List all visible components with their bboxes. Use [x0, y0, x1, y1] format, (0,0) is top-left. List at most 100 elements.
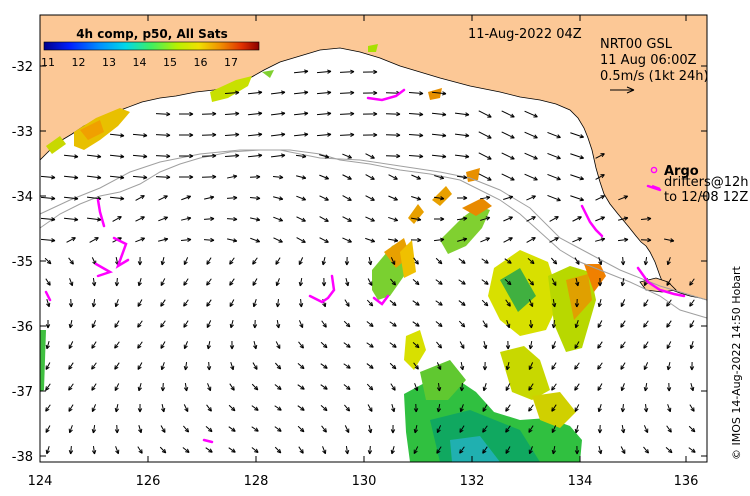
current-arrow: [68, 319, 74, 329]
current-arrow: [183, 425, 190, 433]
current-arrow: [547, 173, 561, 181]
current-arrow: [137, 256, 143, 266]
current-arrow: [597, 383, 603, 391]
current-arrow: [458, 300, 466, 306]
current-arrow: [528, 446, 533, 455]
current-arrow: [666, 320, 672, 328]
current-arrow: [249, 195, 261, 201]
current-arrow: [91, 424, 97, 434]
current-model-label: NRT00 GSL: [600, 37, 673, 52]
current-arrow: [183, 299, 189, 307]
current-arrow: [478, 110, 492, 118]
current-arrow: [270, 111, 286, 116]
current-arrow: [293, 69, 309, 74]
current-arrow: [91, 298, 97, 308]
current-arrow: [251, 383, 259, 391]
current-arrow: [205, 426, 213, 433]
current-arrow: [435, 300, 443, 306]
current-arrow: [274, 405, 282, 411]
current-arrow: [86, 154, 102, 159]
current-arrow: [274, 446, 282, 454]
current-arrow: [44, 257, 52, 265]
drifters-label-2: to 12/08 12Z: [664, 190, 748, 205]
current-arrow: [297, 405, 305, 411]
current-arrow: [181, 195, 192, 201]
current-arrow: [570, 174, 584, 181]
current-arrow: [68, 445, 74, 455]
current-arrow: [273, 216, 284, 222]
current-arrow: [572, 237, 582, 243]
current-arrow: [643, 446, 650, 454]
current-arrow: [597, 341, 603, 349]
current-arrow: [295, 154, 307, 159]
current-arrow: [45, 383, 51, 391]
current-arrow: [597, 320, 603, 328]
current-arrow: [689, 278, 695, 286]
current-arrow: [45, 319, 51, 329]
current-arrow: [505, 446, 511, 454]
current-arrow: [688, 447, 696, 453]
current-arrow: [570, 132, 584, 139]
current-arrow: [203, 216, 215, 222]
current-arrow: [643, 382, 649, 392]
colorbar-tick-label: 11: [41, 56, 55, 69]
current-arrow: [249, 174, 261, 180]
current-arrow: [436, 403, 442, 413]
current-arrow: [296, 195, 307, 201]
current-arrow: [68, 425, 73, 434]
y-tick-label: -37: [12, 385, 33, 400]
current-arrow: [321, 320, 327, 328]
current-arrow: [160, 320, 166, 328]
current-arrow: [114, 403, 119, 413]
current-arrow: [574, 404, 580, 412]
current-arrow: [666, 257, 671, 266]
current-arrow: [551, 341, 556, 350]
current-arrow: [298, 298, 304, 308]
current-arrow: [297, 425, 305, 433]
current-arrow: [270, 132, 286, 137]
current-arrow: [389, 321, 397, 327]
current-arrow: [367, 404, 373, 412]
current-arrow: [230, 362, 235, 371]
current-arrow: [411, 174, 421, 180]
current-arrow: [478, 173, 492, 181]
current-arrow: [155, 153, 171, 159]
current-arrow: [270, 90, 286, 95]
current-arrow: [431, 154, 447, 159]
current-arrow: [643, 299, 649, 307]
current-arrow: [274, 384, 282, 390]
current-arrow: [252, 362, 258, 370]
current-arrow: [408, 154, 424, 159]
current-arrow: [503, 237, 513, 243]
current-arrow: [597, 424, 603, 434]
current-arrow: [390, 424, 396, 434]
current-arrow: [481, 279, 489, 285]
current-arrow: [316, 90, 332, 95]
current-arrow: [275, 257, 281, 265]
current-arrow: [434, 175, 445, 180]
current-arrow: [388, 174, 398, 180]
y-tick-label: -38: [12, 450, 33, 465]
current-arrow: [413, 446, 419, 454]
current-arrow: [342, 174, 352, 180]
colorbar-tick-label: 13: [102, 56, 116, 69]
current-arrow: [339, 132, 355, 137]
current-arrow: [137, 299, 143, 307]
current-arrow: [412, 321, 420, 327]
current-arrow: [666, 341, 672, 349]
current-arrow: [597, 362, 603, 370]
current-arrow: [204, 195, 215, 200]
current-arrow: [620, 299, 626, 308]
isobath-line: [39, 149, 708, 319]
current-arrow: [229, 383, 235, 391]
current-arrow: [224, 153, 240, 158]
current-arrow: [228, 426, 236, 432]
current-arrow: [575, 277, 580, 287]
current-arrow: [275, 341, 281, 349]
current-arrow: [298, 341, 304, 349]
current-arrow: [206, 340, 212, 350]
current-arrow: [390, 383, 396, 391]
current-arrow: [390, 278, 397, 286]
current-arrow: [160, 299, 166, 307]
x-tick-label: 134: [568, 474, 593, 489]
